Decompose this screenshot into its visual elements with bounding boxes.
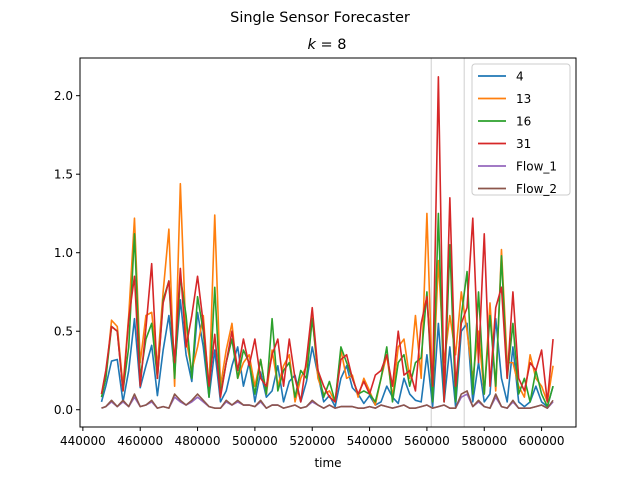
- chart-suptitle: Single Sensor Forecaster: [230, 10, 410, 26]
- y-tick-label: 2.0: [54, 89, 73, 103]
- series-lines: [100, 76, 554, 409]
- legend-label-31: 31: [516, 137, 531, 151]
- series-line-31: [100, 76, 554, 403]
- y-tick-label: 0.0: [54, 403, 73, 417]
- x-tick-label: 540000: [347, 434, 393, 448]
- y-tick-label: 1.0: [54, 246, 73, 260]
- legend-label-flow-1: Flow_1: [516, 160, 557, 174]
- y-tick-label: 1.5: [54, 168, 73, 182]
- x-tick-label: 500000: [232, 434, 278, 448]
- x-axis-ticks: 440000 460000 480000 500000 520000 540000 5600…: [60, 427, 565, 448]
- legend: 4 13 16 31 Flow_1 Flow_2: [471, 63, 571, 196]
- chart-title-value: 8: [337, 37, 346, 53]
- legend-label-13: 13: [516, 92, 531, 106]
- chart-title: k = 8: [307, 37, 346, 53]
- x-tick-label: 480000: [175, 434, 221, 448]
- x-tick-label: 440000: [60, 434, 106, 448]
- chart-title-variable: k: [307, 37, 316, 53]
- series-line-flow-2: [101, 390, 554, 409]
- plot-frame: [79, 57, 577, 428]
- series-line-16: [100, 212, 554, 408]
- x-axis-label: time: [314, 456, 341, 470]
- x-tick-label: 600000: [519, 434, 565, 448]
- series-line-4: [100, 299, 554, 408]
- y-tick-label: 0.5: [54, 325, 73, 339]
- legend-label-4: 4: [516, 70, 524, 84]
- chart-title-equals: =: [316, 37, 337, 53]
- legend-label-16: 16: [516, 115, 531, 129]
- x-tick-label: 460000: [117, 434, 163, 448]
- x-tick-label: 560000: [404, 434, 450, 448]
- legend-box: [471, 63, 571, 196]
- x-tick-label: 580000: [461, 434, 507, 448]
- legend-label-flow-2: Flow_2: [516, 182, 557, 196]
- x-tick-label: 520000: [289, 434, 335, 448]
- y-axis-ticks: 0.0 0.5 1.0 1.5 2.0: [54, 89, 80, 417]
